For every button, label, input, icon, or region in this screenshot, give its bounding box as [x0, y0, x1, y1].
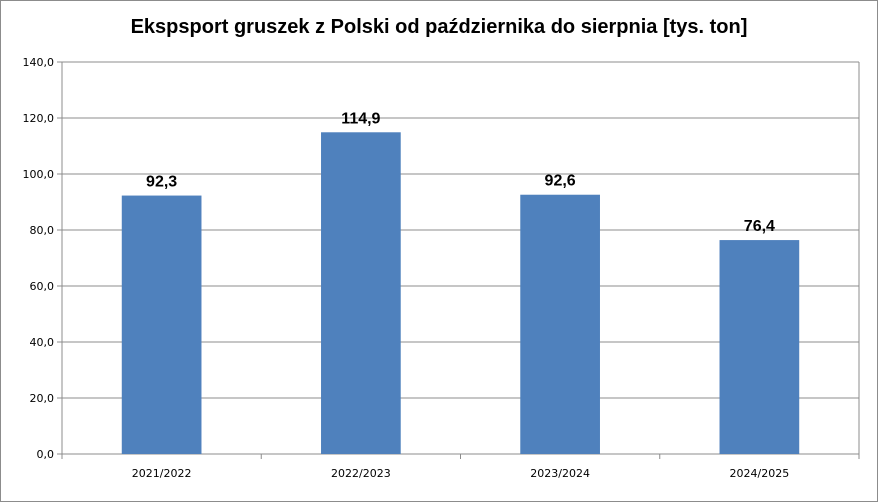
- bar: [719, 240, 800, 454]
- x-category-label: 2023/2024: [530, 467, 590, 480]
- x-category-label: 2022/2023: [331, 467, 391, 480]
- data-label: 76,4: [744, 218, 775, 235]
- bar: [520, 194, 600, 454]
- y-tick-label: 40,0: [30, 336, 55, 349]
- bar: [321, 132, 401, 454]
- chart-title: Ekspsport gruszek z Polski od październi…: [130, 16, 748, 38]
- bar: [121, 195, 202, 454]
- data-label: 92,3: [146, 174, 177, 191]
- y-tick-label: 120,0: [23, 112, 55, 125]
- y-tick-label: 100,0: [23, 168, 55, 181]
- x-category-label: 2021/2022: [132, 467, 192, 480]
- y-tick-label: 140,0: [23, 56, 55, 69]
- data-label: 92,6: [545, 173, 576, 190]
- y-tick-label: 60,0: [30, 280, 55, 293]
- data-label: 114,9: [341, 110, 380, 127]
- bars: [121, 132, 800, 454]
- x-category-label: 2024/2025: [730, 467, 790, 480]
- y-tick-label: 20,0: [30, 392, 55, 405]
- labels: 2021/2022 92,3 2022/2023 114,9 2023/2024 92,6…: [132, 110, 789, 480]
- y-tick-label: 80,0: [30, 224, 55, 237]
- y-tick-label: 0,0: [37, 448, 55, 461]
